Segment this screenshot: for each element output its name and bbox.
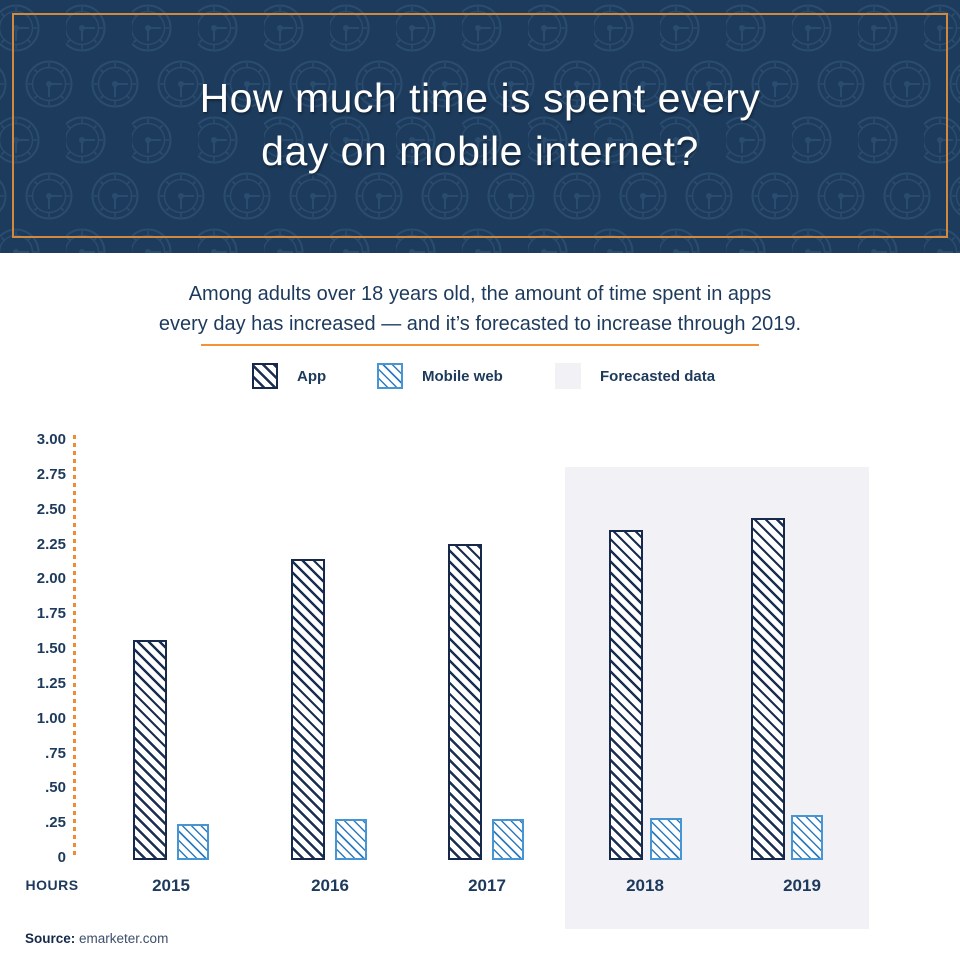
page-title-line1: How much time is spent every: [199, 75, 761, 121]
page-title-line2: day on mobile internet?: [261, 128, 699, 174]
source-value: emarketer.com: [79, 931, 169, 946]
y-tick-label: .25: [45, 814, 66, 832]
y-tick-label: 2.00: [36, 570, 66, 588]
x-axis-label-2017: 2017: [468, 876, 506, 895]
bar-app-2019: [751, 518, 785, 860]
legend-label: Forecasted data: [600, 367, 716, 385]
hours-axis-label: HOURS: [25, 877, 79, 893]
legend-label: App: [297, 367, 327, 385]
divider-line: [201, 344, 759, 346]
bar-mobile-web-2019: [791, 815, 823, 860]
legend-item-forecasted-data: Forecasted data: [555, 363, 715, 389]
bar-mobile-web-2017: [492, 819, 524, 860]
x-axis-label-2015: 2015: [152, 876, 190, 895]
y-tick-label: 1.00: [36, 709, 66, 727]
app-swatch-icon: [252, 363, 278, 389]
page-title: How much time is spent every day on mobil…: [0, 72, 960, 178]
bar-chart: HOURS 3.00 2.75 2.50 2.25 2.00 1.75 1.50 1.25 1.…: [0, 400, 960, 958]
header-banner: How much time is spent every day on mobil…: [0, 0, 960, 253]
x-axis-label-2016: 2016: [311, 876, 349, 895]
source-label: Source:: [25, 931, 76, 946]
x-axis-label-2018: 2018: [626, 876, 664, 895]
legend-item-mobile-web: Mobile web: [377, 363, 503, 389]
y-tick-label: .50: [45, 779, 66, 797]
source-line: Source: emarketer.com: [25, 931, 168, 946]
intro-text: Among adults over 18 years old, the amou…: [0, 279, 960, 339]
bar-mobile-web-2018: [650, 818, 682, 860]
legend: App Mobile web Forecasted data: [0, 363, 960, 393]
y-tick-label: 2.50: [36, 500, 66, 518]
x-axis-label-2019: 2019: [783, 876, 821, 895]
intro-line1: Among adults over 18 years old, the amou…: [188, 283, 772, 305]
y-tick-label: 2.25: [36, 535, 66, 553]
y-tick-label: 1.50: [36, 640, 66, 657]
intro-line2: every day has increased — and it’s forec…: [158, 313, 802, 335]
mobile-web-swatch-icon: [377, 363, 403, 389]
bar-app-2017: [448, 544, 482, 860]
y-tick-label: 2.75: [36, 465, 66, 483]
y-tick-label: 0: [57, 849, 66, 866]
y-tick-label: .75: [45, 744, 66, 762]
y-axis-dotted-line: [73, 435, 76, 859]
bar-app-2018: [609, 530, 643, 860]
bar-app-2016: [291, 559, 325, 860]
legend-label: Mobile web: [422, 367, 503, 385]
y-tick-label: 1.75: [36, 605, 66, 623]
bar-mobile-web-2016: [335, 819, 367, 860]
legend-item-app: App: [252, 363, 326, 389]
clock-pattern: [0, 0, 960, 253]
y-tick-label: 1.25: [36, 674, 66, 692]
bar-app-2015: [133, 640, 167, 860]
bar-mobile-web-2015: [177, 824, 209, 860]
forecasted-data-swatch-icon: [555, 363, 581, 389]
y-tick-label: 3.00: [36, 431, 66, 448]
